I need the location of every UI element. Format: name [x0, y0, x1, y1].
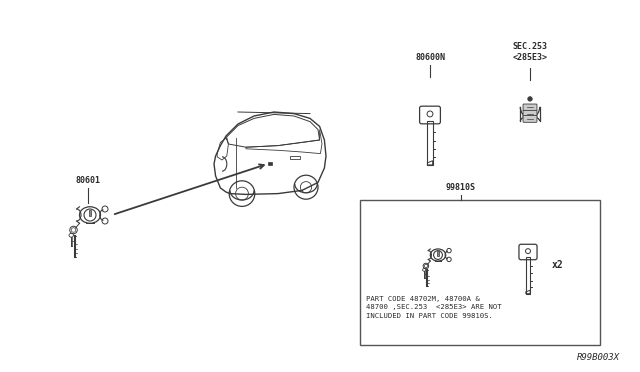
Bar [526, 257, 530, 294]
Text: 80601: 80601 [76, 176, 100, 185]
FancyBboxPatch shape [523, 110, 537, 117]
Bar [268, 161, 271, 165]
Bar [437, 251, 439, 256]
Text: 80600N: 80600N [415, 53, 445, 62]
Text: x2: x2 [552, 260, 564, 270]
FancyBboxPatch shape [523, 104, 537, 111]
Bar [89, 210, 91, 216]
Bar [360, 200, 600, 345]
Bar [290, 156, 300, 159]
Bar [428, 121, 433, 165]
Text: R99B003X: R99B003X [577, 353, 620, 362]
Circle shape [528, 97, 532, 101]
FancyBboxPatch shape [523, 115, 537, 122]
Text: 99810S: 99810S [446, 183, 476, 192]
Text: SEC.253
<285E3>: SEC.253 <285E3> [513, 42, 547, 62]
Text: PART CODE 48702M, 48700A &
48700 ,SEC.253  <285E3> ARE NOT
INCLUDED IN PART CODE: PART CODE 48702M, 48700A & 48700 ,SEC.25… [366, 296, 502, 319]
